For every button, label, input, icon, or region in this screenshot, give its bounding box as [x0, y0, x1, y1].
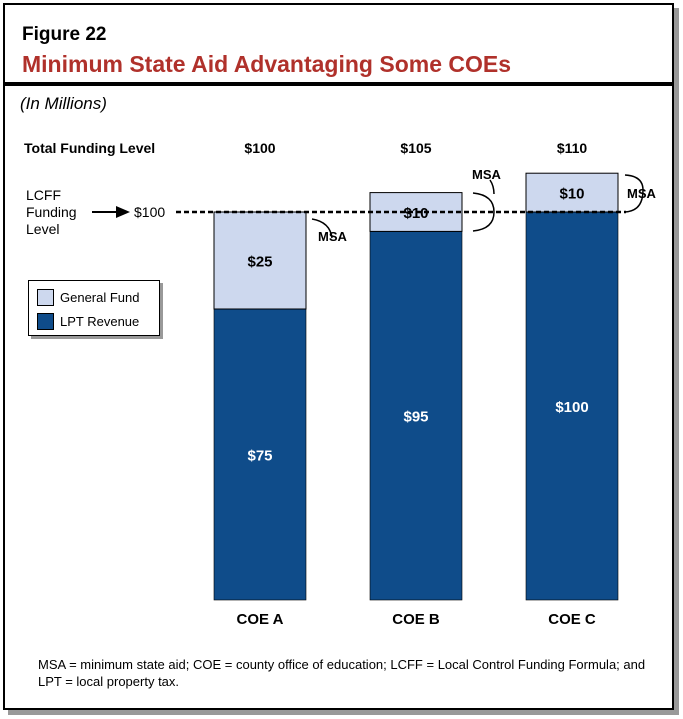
msa-brace-a	[311, 218, 333, 239]
legend-swatch	[37, 313, 54, 330]
category-label: COE B	[392, 611, 440, 628]
footnote: MSA = minimum state aid; COE = county of…	[38, 657, 646, 689]
total-funding-label: Total Funding Level	[24, 140, 155, 156]
bar-label-general-fund: $10	[559, 186, 584, 203]
msa-label-b: MSA	[472, 167, 502, 182]
legend-label: LPT Revenue	[60, 314, 140, 329]
figure-label: Figure 22	[22, 24, 107, 45]
bar-lpt	[369, 231, 463, 601]
msa-label-c: MSA	[627, 186, 657, 201]
bar-general-fund	[213, 211, 307, 310]
msa-brace-b-tip	[489, 179, 495, 195]
title-divider	[3, 82, 674, 86]
total-value: $110	[557, 140, 588, 156]
lcff-label: Level	[26, 221, 59, 237]
bar-lpt	[213, 308, 307, 601]
msa-brace-c	[624, 174, 644, 213]
chart-title: Minimum State Aid Advantaging Some COEs	[22, 51, 512, 77]
lcff-value: $100	[134, 204, 165, 220]
msa-label-a: MSA	[318, 229, 348, 244]
category-label: COE A	[237, 611, 284, 628]
legend-item-general-fund: General Fund	[37, 289, 140, 306]
lcff-label: LCFF	[26, 187, 61, 203]
bar-label-lpt: $75	[247, 448, 272, 465]
bar-label-general-fund: $10	[403, 205, 428, 222]
total-value: $105	[400, 140, 431, 156]
bar-lpt	[525, 211, 619, 601]
legend: General Fund LPT Revenue	[28, 280, 160, 336]
msa-brace-b	[472, 192, 495, 232]
bar-label-lpt: $100	[555, 399, 588, 416]
chart-subtitle: (In Millions)	[20, 94, 107, 113]
total-value: $100	[244, 140, 275, 156]
bar-label-general-fund: $25	[247, 254, 272, 271]
bar-general-fund	[525, 172, 619, 213]
lcff-label: Funding	[26, 204, 77, 220]
legend-label: General Fund	[60, 290, 140, 305]
legend-swatch	[37, 289, 54, 306]
legend-item-lpt: LPT Revenue	[37, 313, 139, 330]
bar-label-lpt: $95	[403, 409, 428, 426]
category-label: COE C	[548, 611, 596, 628]
arrow-head-icon	[116, 206, 130, 218]
